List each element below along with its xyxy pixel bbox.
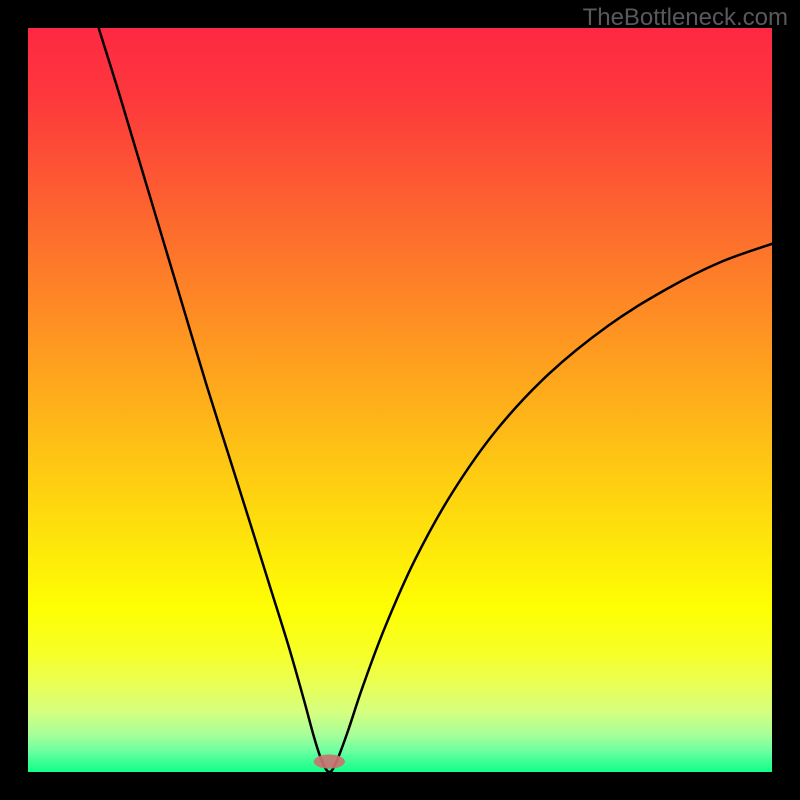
gradient-background: [28, 28, 772, 772]
plot-area: [28, 28, 772, 772]
chart-frame: TheBottleneck.com: [0, 0, 800, 800]
plot-svg: [28, 28, 772, 772]
watermark-text: TheBottleneck.com: [583, 4, 788, 32]
vertex-marker: [314, 755, 345, 769]
